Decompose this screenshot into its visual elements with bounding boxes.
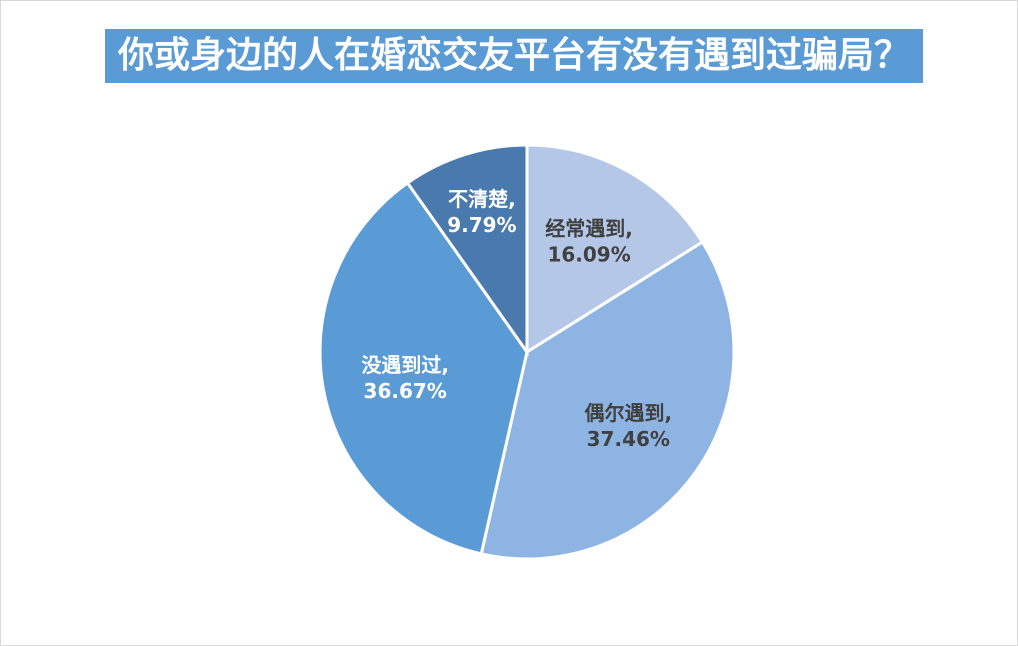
pie-slice <box>405 143 529 357</box>
chart-title: 你或身边的人在婚恋交友平台有没有遇到过骗局？ <box>105 29 923 83</box>
slice-label: 偶尔遇到, 37.46% <box>584 401 672 451</box>
slice-label: 不清楚, 9.79% <box>447 187 516 237</box>
pie-slice <box>318 180 529 556</box>
slice-label: 没遇到过, 36.67% <box>361 353 449 403</box>
pie-slice <box>479 239 736 561</box>
pie-slice <box>525 143 705 355</box>
slice-label: 经常遇到, 16.09% <box>545 217 633 267</box>
